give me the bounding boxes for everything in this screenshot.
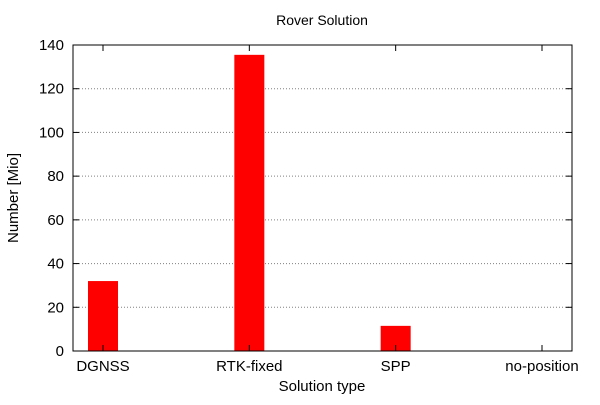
y-tick-label: 120 xyxy=(39,81,64,98)
y-tick-label: 20 xyxy=(47,299,64,316)
y-tick-label: 0 xyxy=(56,343,64,360)
grid xyxy=(73,88,572,308)
bars xyxy=(88,54,411,351)
x-axis-label: Solution type xyxy=(279,378,366,395)
chart-title: Rover Solution xyxy=(276,12,368,28)
x-tick-label: DGNSS xyxy=(76,358,129,375)
y-axis-label: Number [Mio] xyxy=(5,153,22,243)
y-axis-ticks: 0 20 40 60 80 100 120 140 xyxy=(39,37,572,360)
x-axis-ticks: DGNSS RTK-fixed SPP no-position xyxy=(76,45,579,375)
y-tick-label: 140 xyxy=(39,37,64,54)
x-tick-label: SPP xyxy=(381,358,411,375)
plot-frame xyxy=(72,44,573,352)
bar-rtk-fixed xyxy=(234,54,265,351)
y-tick-label: 80 xyxy=(47,168,64,185)
y-tick-label: 60 xyxy=(47,212,64,229)
bar-dgnss xyxy=(88,281,118,351)
x-tick-label: RTK-fixed xyxy=(216,358,282,375)
x-tick-label: no-position xyxy=(505,358,578,375)
y-tick-label: 40 xyxy=(47,256,64,273)
y-tick-label: 100 xyxy=(39,124,64,141)
